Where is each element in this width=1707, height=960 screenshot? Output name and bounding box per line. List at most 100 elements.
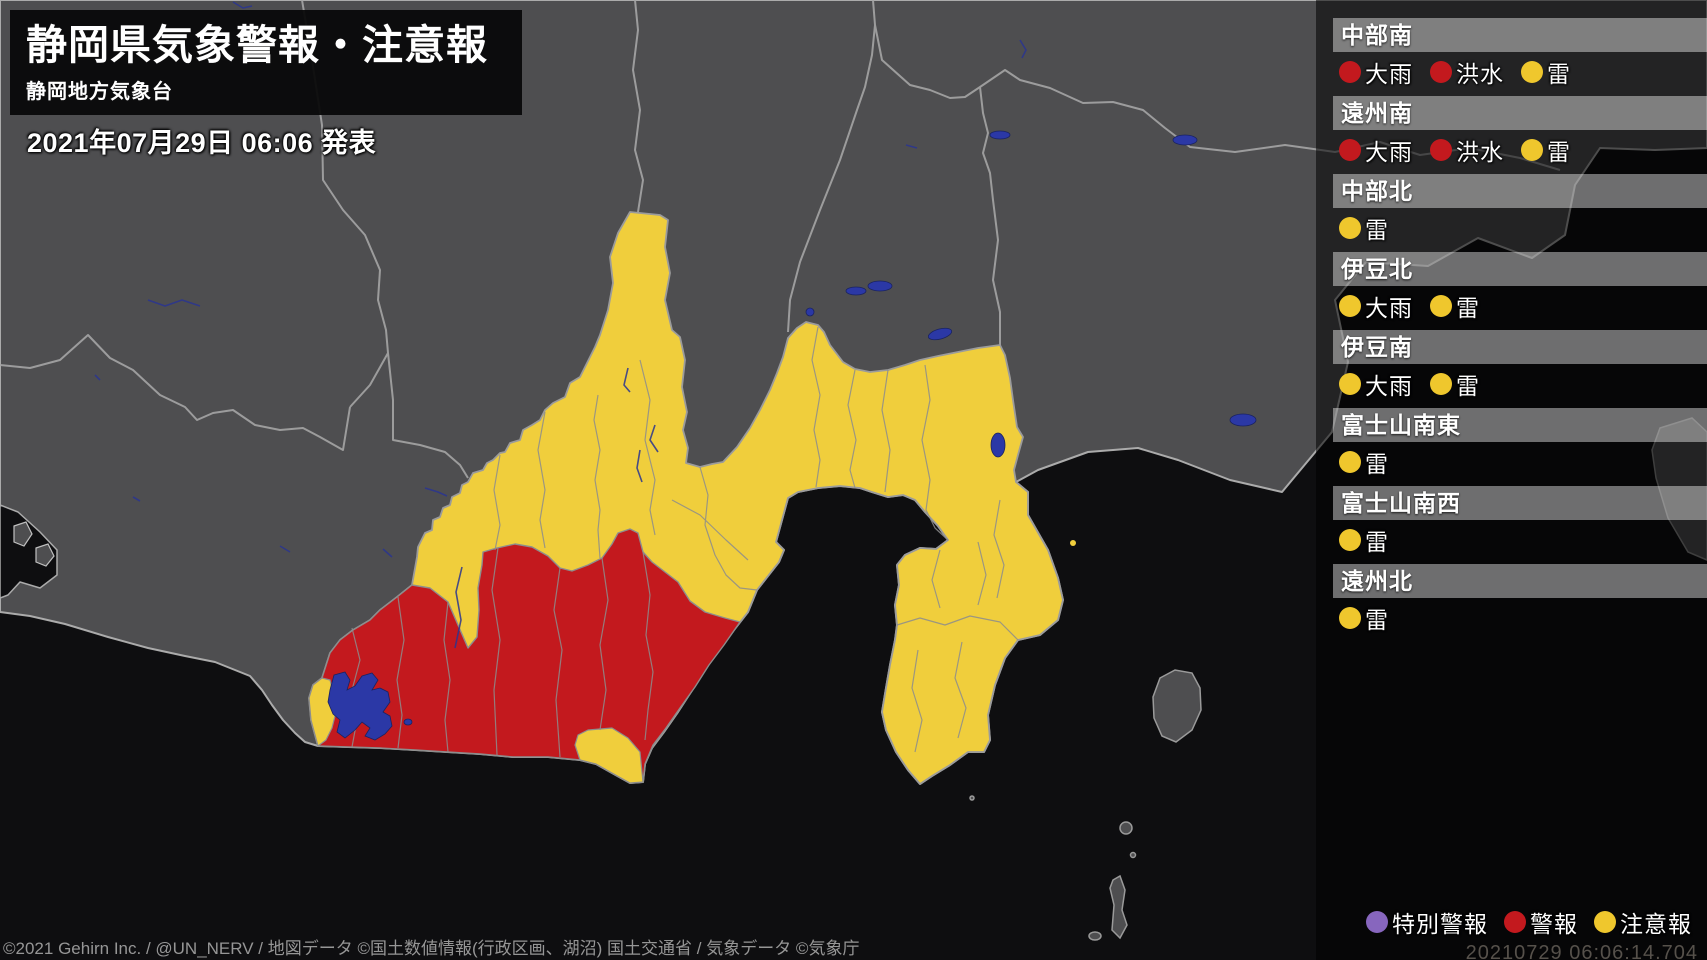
warning-item: 洪水 (1430, 55, 1504, 89)
legend-item: 特別警報 (1366, 905, 1488, 939)
sidebar-region: 富士山南東 雷 (1316, 408, 1707, 477)
warning-label: 大雨 (1365, 373, 1413, 399)
warning-level-dot (1339, 451, 1361, 473)
region-name: 富士山南西 (1341, 490, 1461, 516)
issued-datetime: 2021年07月29日 06:06 発表 (27, 128, 377, 158)
lake (867, 280, 893, 292)
warning-label: 雷 (1547, 139, 1571, 165)
warning-item: 雷 (1339, 523, 1389, 557)
warning-row: 雷 (1339, 213, 1707, 243)
region-name: 富士山南東 (1341, 412, 1461, 438)
warning-item: 雷 (1521, 55, 1571, 89)
warning-item: 雷 (1430, 367, 1480, 401)
copyright-text: ©2021 Gehirn Inc. / @UN_NERV / 地図データ ©国土… (3, 939, 860, 959)
advisory-dot (1594, 911, 1616, 933)
lake-hamana (327, 671, 393, 741)
warning-level-dot (1339, 295, 1361, 317)
warning-level-dot (1521, 139, 1543, 161)
warning-label: 雷 (1456, 295, 1480, 321)
region-header: 富士山南西 (1333, 486, 1707, 520)
lake (805, 307, 815, 317)
warning-label: 洪水 (1456, 139, 1504, 165)
page-title: 静岡県気象警報・注意報 (26, 22, 488, 68)
region-header: 中部北 (1333, 174, 1707, 208)
islet (1129, 851, 1137, 859)
warning-label: 雷 (1365, 607, 1389, 633)
region-header: 伊豆南 (1333, 330, 1707, 364)
region-header: 富士山南東 (1333, 408, 1707, 442)
warning-item: 大雨 (1339, 133, 1413, 167)
rivers (94, 1, 1027, 649)
warning-item: 大雨 (1339, 289, 1413, 323)
sidebar-region: 中部南 大雨 洪水 雷 (1316, 18, 1707, 87)
sidebar-region: 伊豆北 大雨 雷 (1316, 252, 1707, 321)
lake-ashi (990, 432, 1006, 458)
warning-label: 雷 (1365, 217, 1389, 243)
region-name: 中部北 (1341, 178, 1413, 204)
warning-row: 雷 (1339, 447, 1707, 477)
region-header: 中部南 (1333, 18, 1707, 52)
region-name: 遠州北 (1341, 568, 1413, 594)
izu-oshima-island (1152, 669, 1202, 743)
warning-row: 大雨 洪水 雷 (1339, 57, 1707, 87)
warning-level-dot (1339, 217, 1361, 239)
sidebar-region: 遠州南 大雨 洪水 雷 (1316, 96, 1707, 165)
warning-item: 雷 (1339, 601, 1389, 635)
warning-row: 大雨 雷 (1339, 291, 1707, 321)
warning-level-dot (1430, 61, 1452, 83)
sidebar-region: 中部北 雷 (1316, 174, 1707, 243)
warning-item: 雷 (1430, 289, 1480, 323)
warning-level-dot (1339, 607, 1361, 629)
warning-level-dot (1339, 373, 1361, 395)
hatsushima-island (1070, 540, 1076, 546)
region-name: 遠州南 (1341, 100, 1413, 126)
sidebar-region: 富士山南西 雷 (1316, 486, 1707, 555)
warning-label: 雷 (1547, 61, 1571, 87)
warning-label: 大雨 (1365, 139, 1413, 165)
render-timestamp: 20210729 06:06:14.704 (1465, 942, 1698, 960)
omaezaki-advisory-pocket (574, 727, 644, 784)
sidebar-region: 遠州北 雷 (1316, 564, 1707, 633)
warning-label: 洪水 (1456, 61, 1504, 87)
page-subtitle: 静岡地方気象台 (26, 80, 173, 103)
warning-label: 大雨 (1365, 295, 1413, 321)
legend: 特別警報 警報 注意報 (1366, 905, 1692, 939)
warning-level-dot (1521, 61, 1543, 83)
niijima-island (1109, 874, 1128, 940)
warning-label: 雷 (1456, 373, 1480, 399)
lake (989, 130, 1011, 140)
toshima-island (1119, 821, 1133, 835)
bay-islet (35, 543, 55, 567)
warning-row: 雷 (1339, 525, 1707, 555)
sidebar-region: 伊豆南 大雨 雷 (1316, 330, 1707, 399)
lake (1172, 134, 1198, 146)
warning-label: 雷 (1365, 529, 1389, 555)
region-name: 伊豆北 (1341, 256, 1413, 282)
legend-item: 警報 (1504, 905, 1578, 939)
warning-level-dot (1430, 295, 1452, 317)
lakes (327, 130, 1257, 741)
lake (845, 286, 867, 296)
warning-item: 雷 (1339, 211, 1389, 245)
shikinejima-island (1088, 931, 1102, 941)
municipal-borders (351, 326, 1019, 758)
warning-sidebar: 中部南 大雨 洪水 雷 遠州南 (1316, 0, 1707, 960)
special-warning-dot (1366, 911, 1388, 933)
warning-level-dot (1339, 529, 1361, 551)
warning-label: 雷 (1365, 451, 1389, 477)
warning-row: 大雨 洪水 雷 (1339, 135, 1707, 165)
lake (1229, 413, 1257, 427)
lake-yamanaka (927, 327, 953, 341)
warning-row: 雷 (1339, 603, 1707, 633)
lake (403, 718, 413, 726)
warning-item: 雷 (1521, 133, 1571, 167)
warning-level-dot (1430, 373, 1452, 395)
warning-item: 大雨 (1339, 55, 1413, 89)
bay-islet (13, 521, 33, 547)
region-header: 遠州南 (1333, 96, 1707, 130)
warning-label: 大雨 (1365, 61, 1413, 87)
warning-item: 雷 (1339, 445, 1389, 479)
warning-level-dot (1339, 61, 1361, 83)
legend-label: 注意報 (1620, 911, 1692, 937)
